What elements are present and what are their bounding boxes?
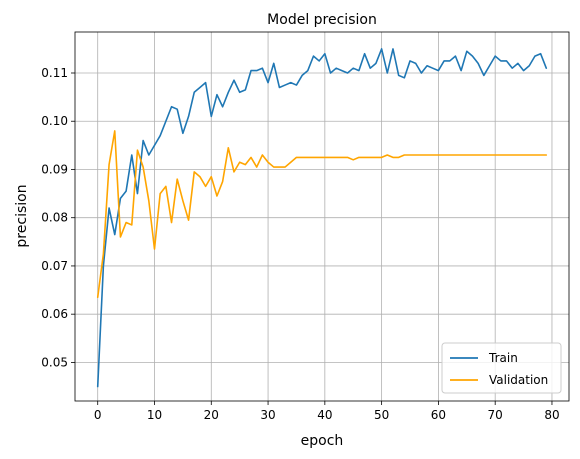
x-tick-label: 70 xyxy=(488,408,503,422)
x-tick-label: 10 xyxy=(147,408,162,422)
series-layer xyxy=(96,48,548,388)
y-axis-label: precision xyxy=(14,184,30,247)
x-tick-label: 30 xyxy=(260,408,275,422)
legend: Train Validation xyxy=(441,342,562,394)
x-tick-label: 50 xyxy=(374,408,389,422)
y-tick-label: 0.06 xyxy=(41,307,68,321)
grid xyxy=(75,32,569,401)
series-line-validation xyxy=(96,130,548,299)
legend-label-validation: Validation xyxy=(489,373,548,387)
x-tick-label: 0 xyxy=(94,408,102,422)
plot-frame xyxy=(74,31,570,402)
x-tick-label: 80 xyxy=(544,408,559,422)
y-tick-label: 0.08 xyxy=(41,211,68,225)
legend-label-train: Train xyxy=(488,351,518,365)
x-axis-label: epoch xyxy=(301,433,344,449)
y-tick-label: 0.07 xyxy=(41,259,68,273)
y-tick-label: 0.11 xyxy=(41,66,68,80)
ticks: 0 10 20 30 40 50 60 70 80 0.05 0.06 0.07 0.08 0.09 0.1… xyxy=(41,66,559,422)
chart-title: Model precision xyxy=(267,12,377,28)
y-tick-label: 0.10 xyxy=(41,114,68,128)
y-tick-label: 0.09 xyxy=(41,162,68,176)
x-tick-label: 40 xyxy=(317,408,332,422)
y-tick-label: 0.05 xyxy=(41,355,68,369)
x-tick-label: 60 xyxy=(431,408,446,422)
x-tick-label: 20 xyxy=(204,408,219,422)
series-line-train xyxy=(96,48,548,388)
